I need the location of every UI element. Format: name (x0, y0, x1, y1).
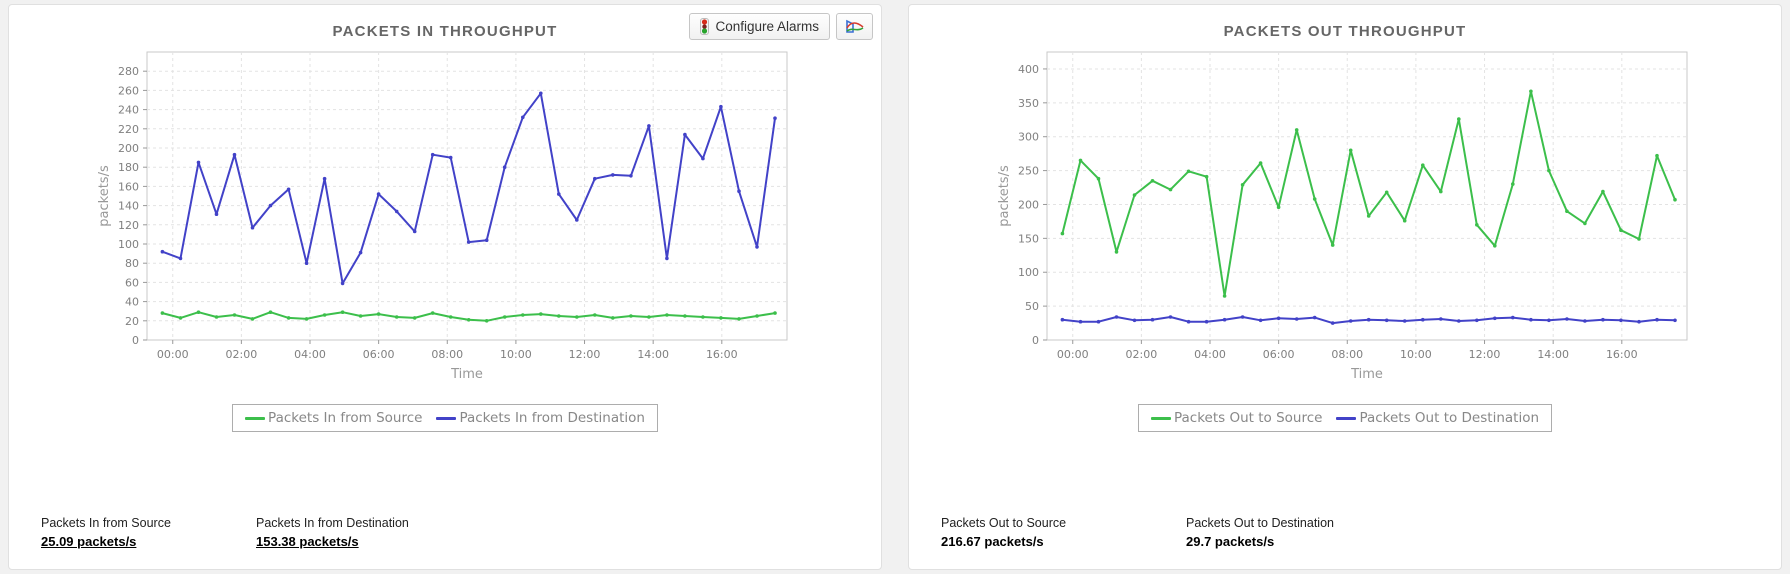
traffic-light-icon (700, 18, 710, 35)
stat-label: Packets Out to Destination (1186, 516, 1334, 530)
svg-text:00:00: 00:00 (1057, 348, 1089, 361)
svg-text:50: 50 (1025, 300, 1039, 313)
svg-text:400: 400 (1018, 63, 1039, 76)
chart-title-packets-in: PACKETS IN THROUGHPUT (332, 23, 558, 40)
summary-stat: Packets Out to Source 216.67 packets/s (941, 516, 1186, 549)
configure-alarms-label: Configure Alarms (715, 19, 819, 34)
series-color-swatch (436, 416, 457, 420)
svg-text:200: 200 (1018, 198, 1039, 211)
packets-in-chart: 0 20 40 60 80 100 120 140 160 180 200 220 240 260 280 0… (97, 51, 788, 382)
packets-out-panel: PACKETS OUT THROUGHPUT 0 50 100 150 200 250 30… (908, 4, 1782, 570)
svg-text:06:00: 06:00 (363, 348, 395, 361)
legend-item: Packets In from Destination (436, 410, 645, 426)
svg-text:100: 100 (118, 238, 139, 251)
stat-value-link[interactable]: 153.38 packets/s (256, 534, 359, 549)
svg-text:08:00: 08:00 (431, 348, 463, 361)
svg-text:160: 160 (118, 180, 139, 193)
stat-value: 29.7 packets/s (1186, 534, 1275, 549)
legend-label: Packets Out to Destination (1359, 410, 1540, 426)
svg-text:240: 240 (118, 104, 139, 117)
svg-text:14:00: 14:00 (1537, 348, 1569, 361)
packets-in-summary: Packets In from Source 25.09 packets/s P… (41, 516, 881, 549)
legend-item: Packets Out to Source (1150, 410, 1323, 426)
summary-stat: Packets Out to Destination 29.7 packets/… (1186, 516, 1401, 549)
legend-label: Packets Out to Source (1173, 410, 1323, 426)
legend-label: Packets In from Source (268, 410, 423, 426)
summary-stat: Packets In from Destination 153.38 packe… (256, 516, 471, 549)
chart-settings-button[interactable] (836, 13, 873, 40)
svg-text:0: 0 (132, 334, 139, 347)
svg-text:12:00: 12:00 (569, 348, 601, 361)
legend-item: Packets In from Source (245, 410, 422, 426)
svg-text:60: 60 (125, 276, 139, 289)
packets-in-panel: Configure Alarms PACKETS IN THROUGHPUT 0… (8, 4, 882, 570)
svg-text:100: 100 (1018, 266, 1039, 279)
stat-value-link[interactable]: 25.09 packets/s (41, 534, 137, 549)
svg-text:260: 260 (118, 84, 139, 97)
svg-text:06:00: 06:00 (1263, 348, 1295, 361)
svg-text:0: 0 (1032, 334, 1039, 347)
svg-text:80: 80 (125, 257, 139, 270)
svg-text:16:00: 16:00 (1606, 348, 1638, 361)
stat-value: 216.67 packets/s (941, 534, 1044, 549)
stat-label: Packets In from Source (41, 516, 171, 530)
stat-label: Packets Out to Source (941, 516, 1067, 530)
svg-text:02:00: 02:00 (226, 348, 258, 361)
svg-text:Time: Time (450, 367, 483, 382)
svg-text:02:00: 02:00 (1126, 348, 1158, 361)
svg-text:220: 220 (118, 123, 139, 136)
packets-out-chart: 0 50 100 150 200 250 300 350 400 00:00 02:00 04:00 0… (997, 51, 1688, 382)
svg-text:08:00: 08:00 (1331, 348, 1363, 361)
chart-title-packets-out: PACKETS OUT THROUGHPUT (1223, 23, 1467, 40)
svg-text:12:00: 12:00 (1469, 348, 1501, 361)
svg-text:180: 180 (118, 161, 139, 174)
svg-text:10:00: 10:00 (500, 348, 532, 361)
packets-out-legend: Packets Out to Source Packets Out to Des… (1137, 404, 1553, 432)
svg-text:280: 280 (118, 65, 139, 78)
svg-text:00:00: 00:00 (157, 348, 189, 361)
svg-text:14:00: 14:00 (637, 348, 669, 361)
packets-in-legend: Packets In from Source Packets In from D… (232, 404, 658, 432)
svg-text:20: 20 (125, 315, 139, 328)
svg-text:250: 250 (1018, 165, 1039, 178)
summary-stat: Packets In from Source 25.09 packets/s (41, 516, 256, 549)
series-color-swatch (245, 416, 266, 420)
svg-text:120: 120 (118, 219, 139, 232)
svg-text:350: 350 (1018, 97, 1039, 110)
stat-label: Packets In from Destination (256, 516, 409, 530)
svg-text:200: 200 (118, 142, 139, 155)
line-chart-icon (846, 19, 864, 33)
svg-text:150: 150 (1018, 232, 1039, 245)
series-color-swatch (1336, 416, 1357, 420)
svg-text:140: 140 (118, 200, 139, 213)
configure-alarms-button[interactable]: Configure Alarms (689, 13, 830, 40)
toolbar: Configure Alarms (689, 13, 873, 40)
legend-item: Packets Out to Destination (1336, 410, 1539, 426)
svg-text:packets/s: packets/s (997, 165, 1012, 227)
legend-label: Packets In from Destination (459, 410, 645, 426)
svg-text:packets/s: packets/s (97, 165, 112, 227)
svg-text:Time: Time (1350, 367, 1383, 382)
svg-text:40: 40 (125, 296, 139, 309)
svg-text:300: 300 (1018, 131, 1039, 144)
svg-text:04:00: 04:00 (294, 348, 326, 361)
svg-text:16:00: 16:00 (706, 348, 738, 361)
svg-text:10:00: 10:00 (1400, 348, 1432, 361)
svg-text:04:00: 04:00 (1194, 348, 1226, 361)
packets-out-summary: Packets Out to Source 216.67 packets/s P… (941, 516, 1781, 549)
series-color-swatch (1150, 416, 1171, 420)
